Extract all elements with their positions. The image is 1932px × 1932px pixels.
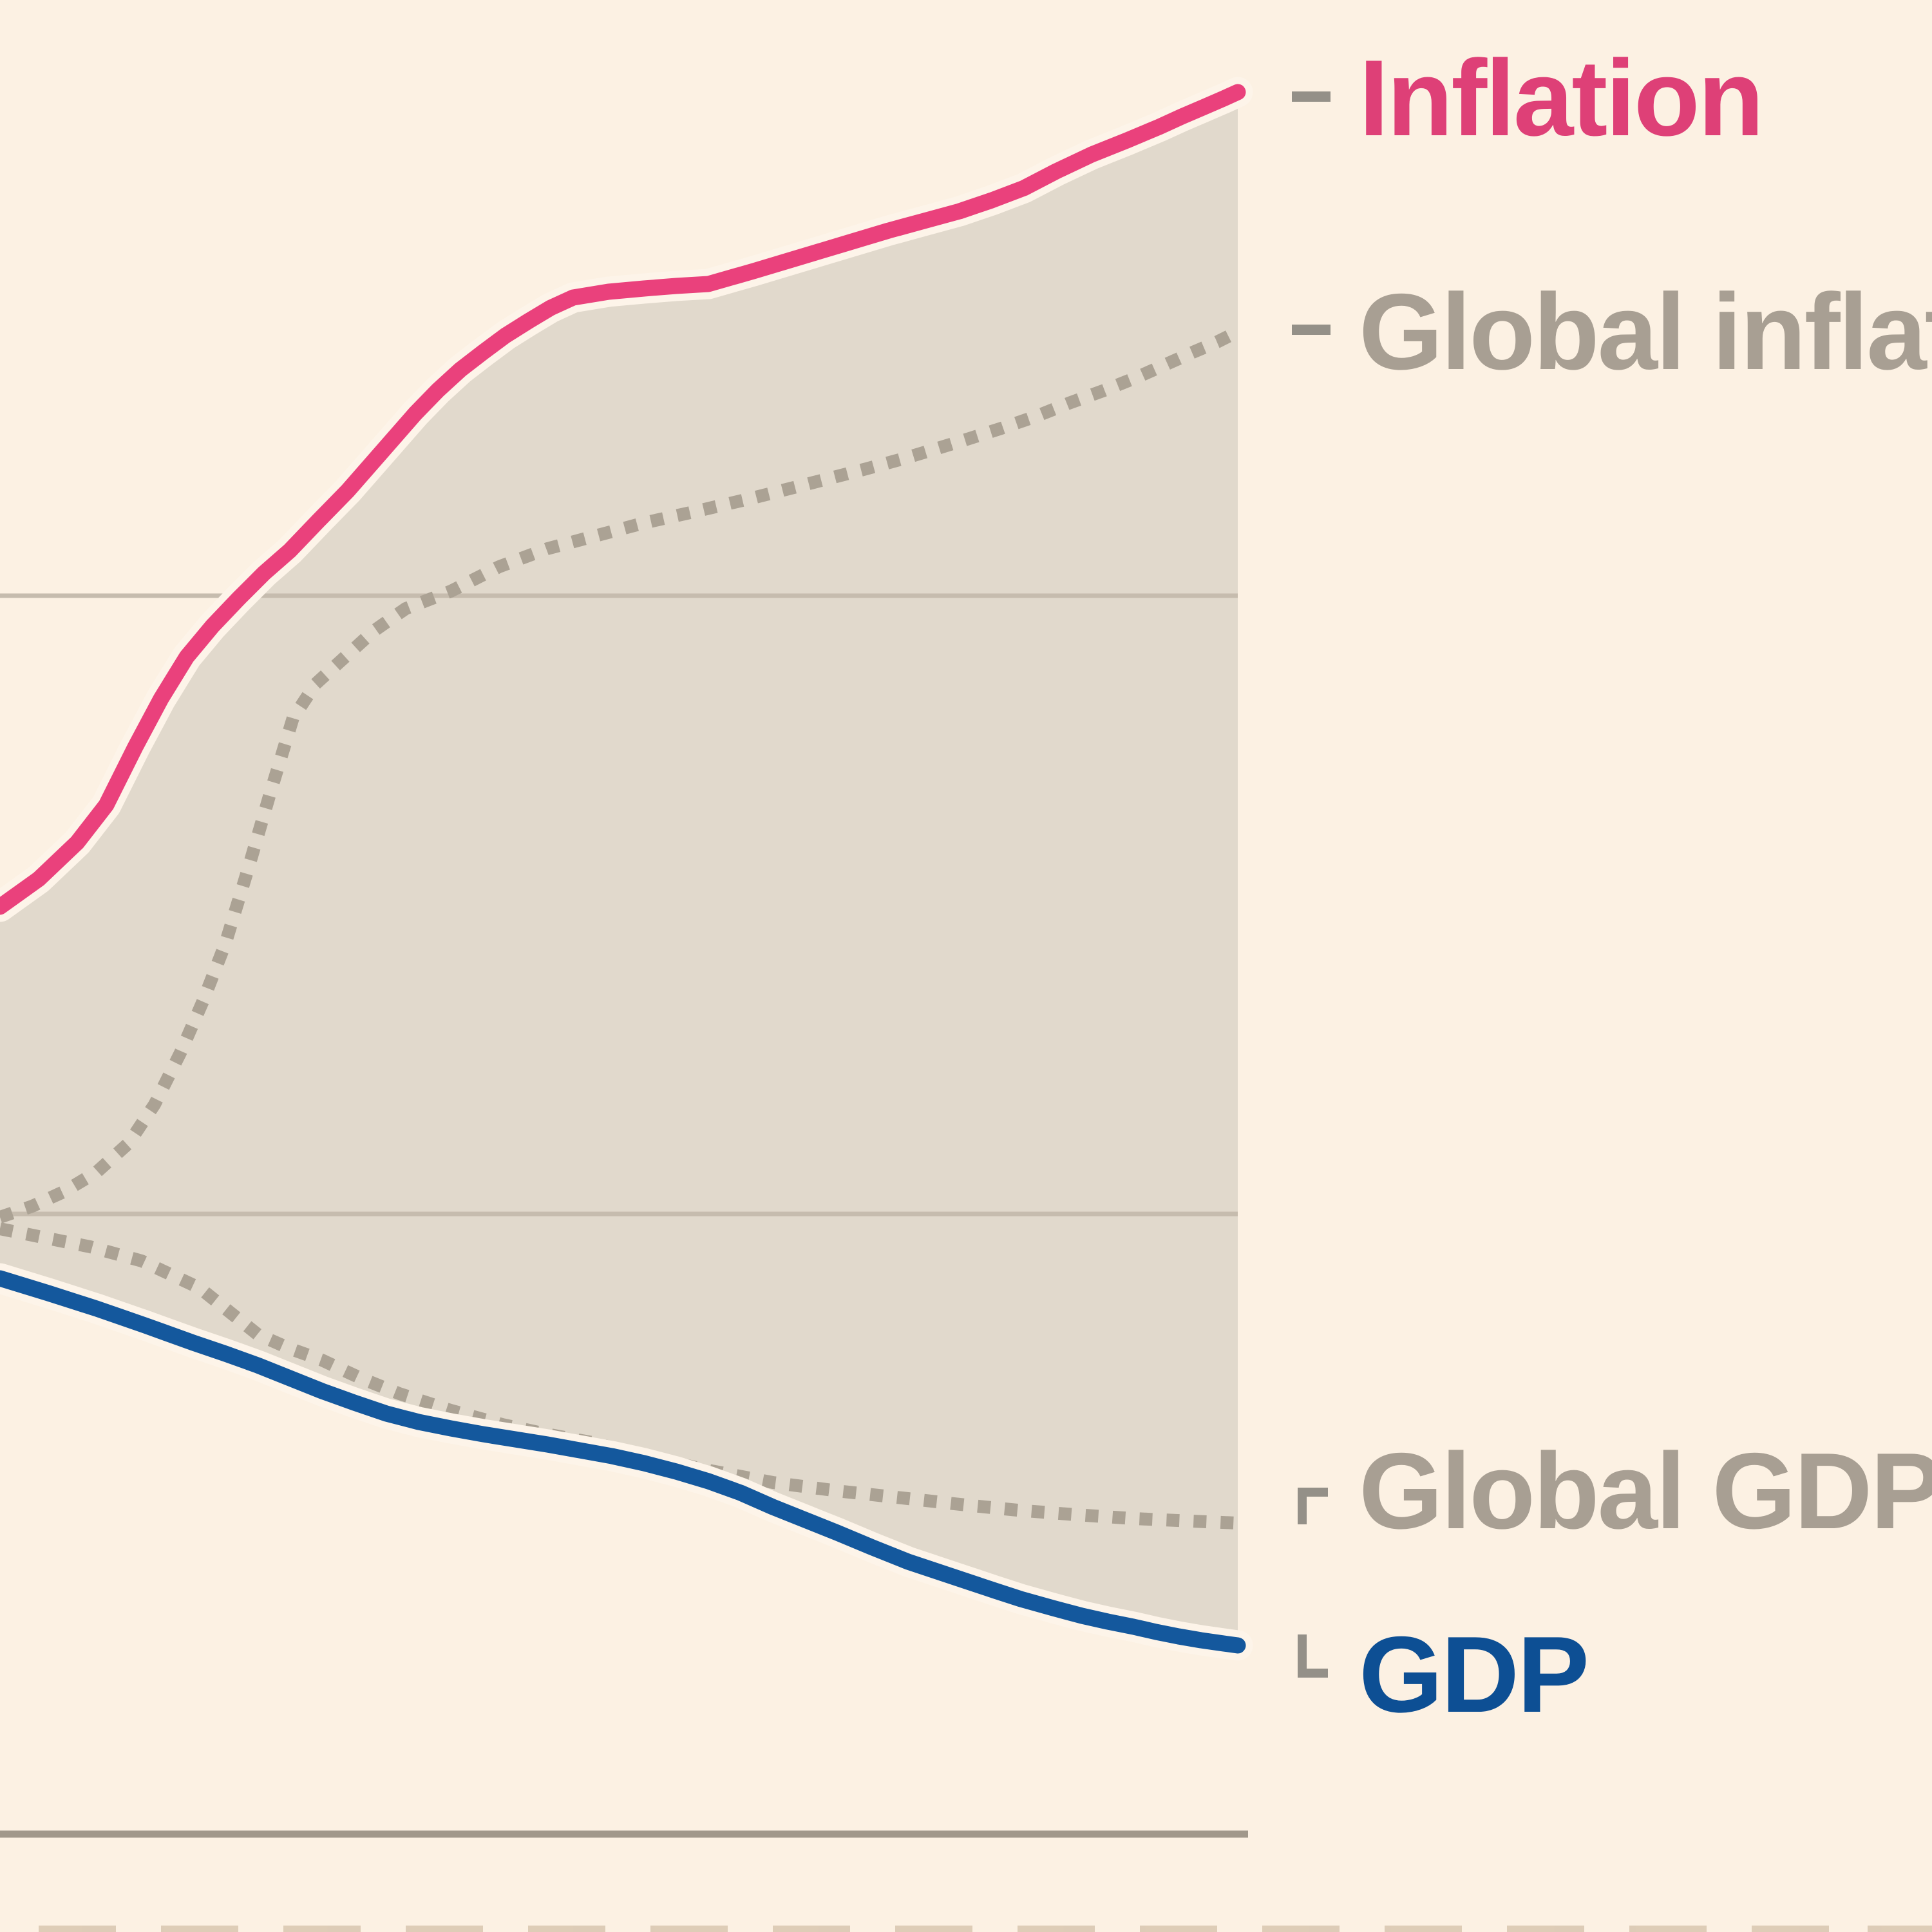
cropped-tick-label-top bbox=[1140, 1926, 1217, 1932]
cropped-tick-label-top bbox=[1868, 1926, 1932, 1932]
cropped-tick-label-top bbox=[1018, 1926, 1095, 1932]
inflation-series-label: Inflation bbox=[1359, 37, 1762, 158]
cropped-tick-label-top bbox=[650, 1926, 728, 1932]
gdp-series-label: GDP bbox=[1359, 1614, 1587, 1735]
cropped-tick-label-top bbox=[1629, 1926, 1707, 1932]
cropped-tick-label-top bbox=[1262, 1926, 1340, 1932]
cropped-tick-label-top bbox=[39, 1926, 116, 1932]
cropped-tick-label-top bbox=[1507, 1926, 1584, 1932]
chart-canvas: Inflation Global inflation Global GDP GD… bbox=[0, 0, 1932, 1932]
cropped-tick-label-top bbox=[406, 1926, 483, 1932]
cropped-tick-label-top bbox=[895, 1926, 972, 1932]
global-gdp-series-label: Global GDP bbox=[1359, 1430, 1932, 1551]
cropped-tick-label-top bbox=[161, 1926, 238, 1932]
cropped-tick-label-top bbox=[283, 1926, 361, 1932]
cropped-tick-label-top bbox=[773, 1926, 850, 1932]
cropped-tick-label-top bbox=[1752, 1926, 1829, 1932]
cropped-tick-label-top bbox=[528, 1926, 605, 1932]
global-inflation-series-label: Global inflation bbox=[1359, 271, 1932, 392]
cropped-tick-label-top bbox=[1385, 1926, 1462, 1932]
